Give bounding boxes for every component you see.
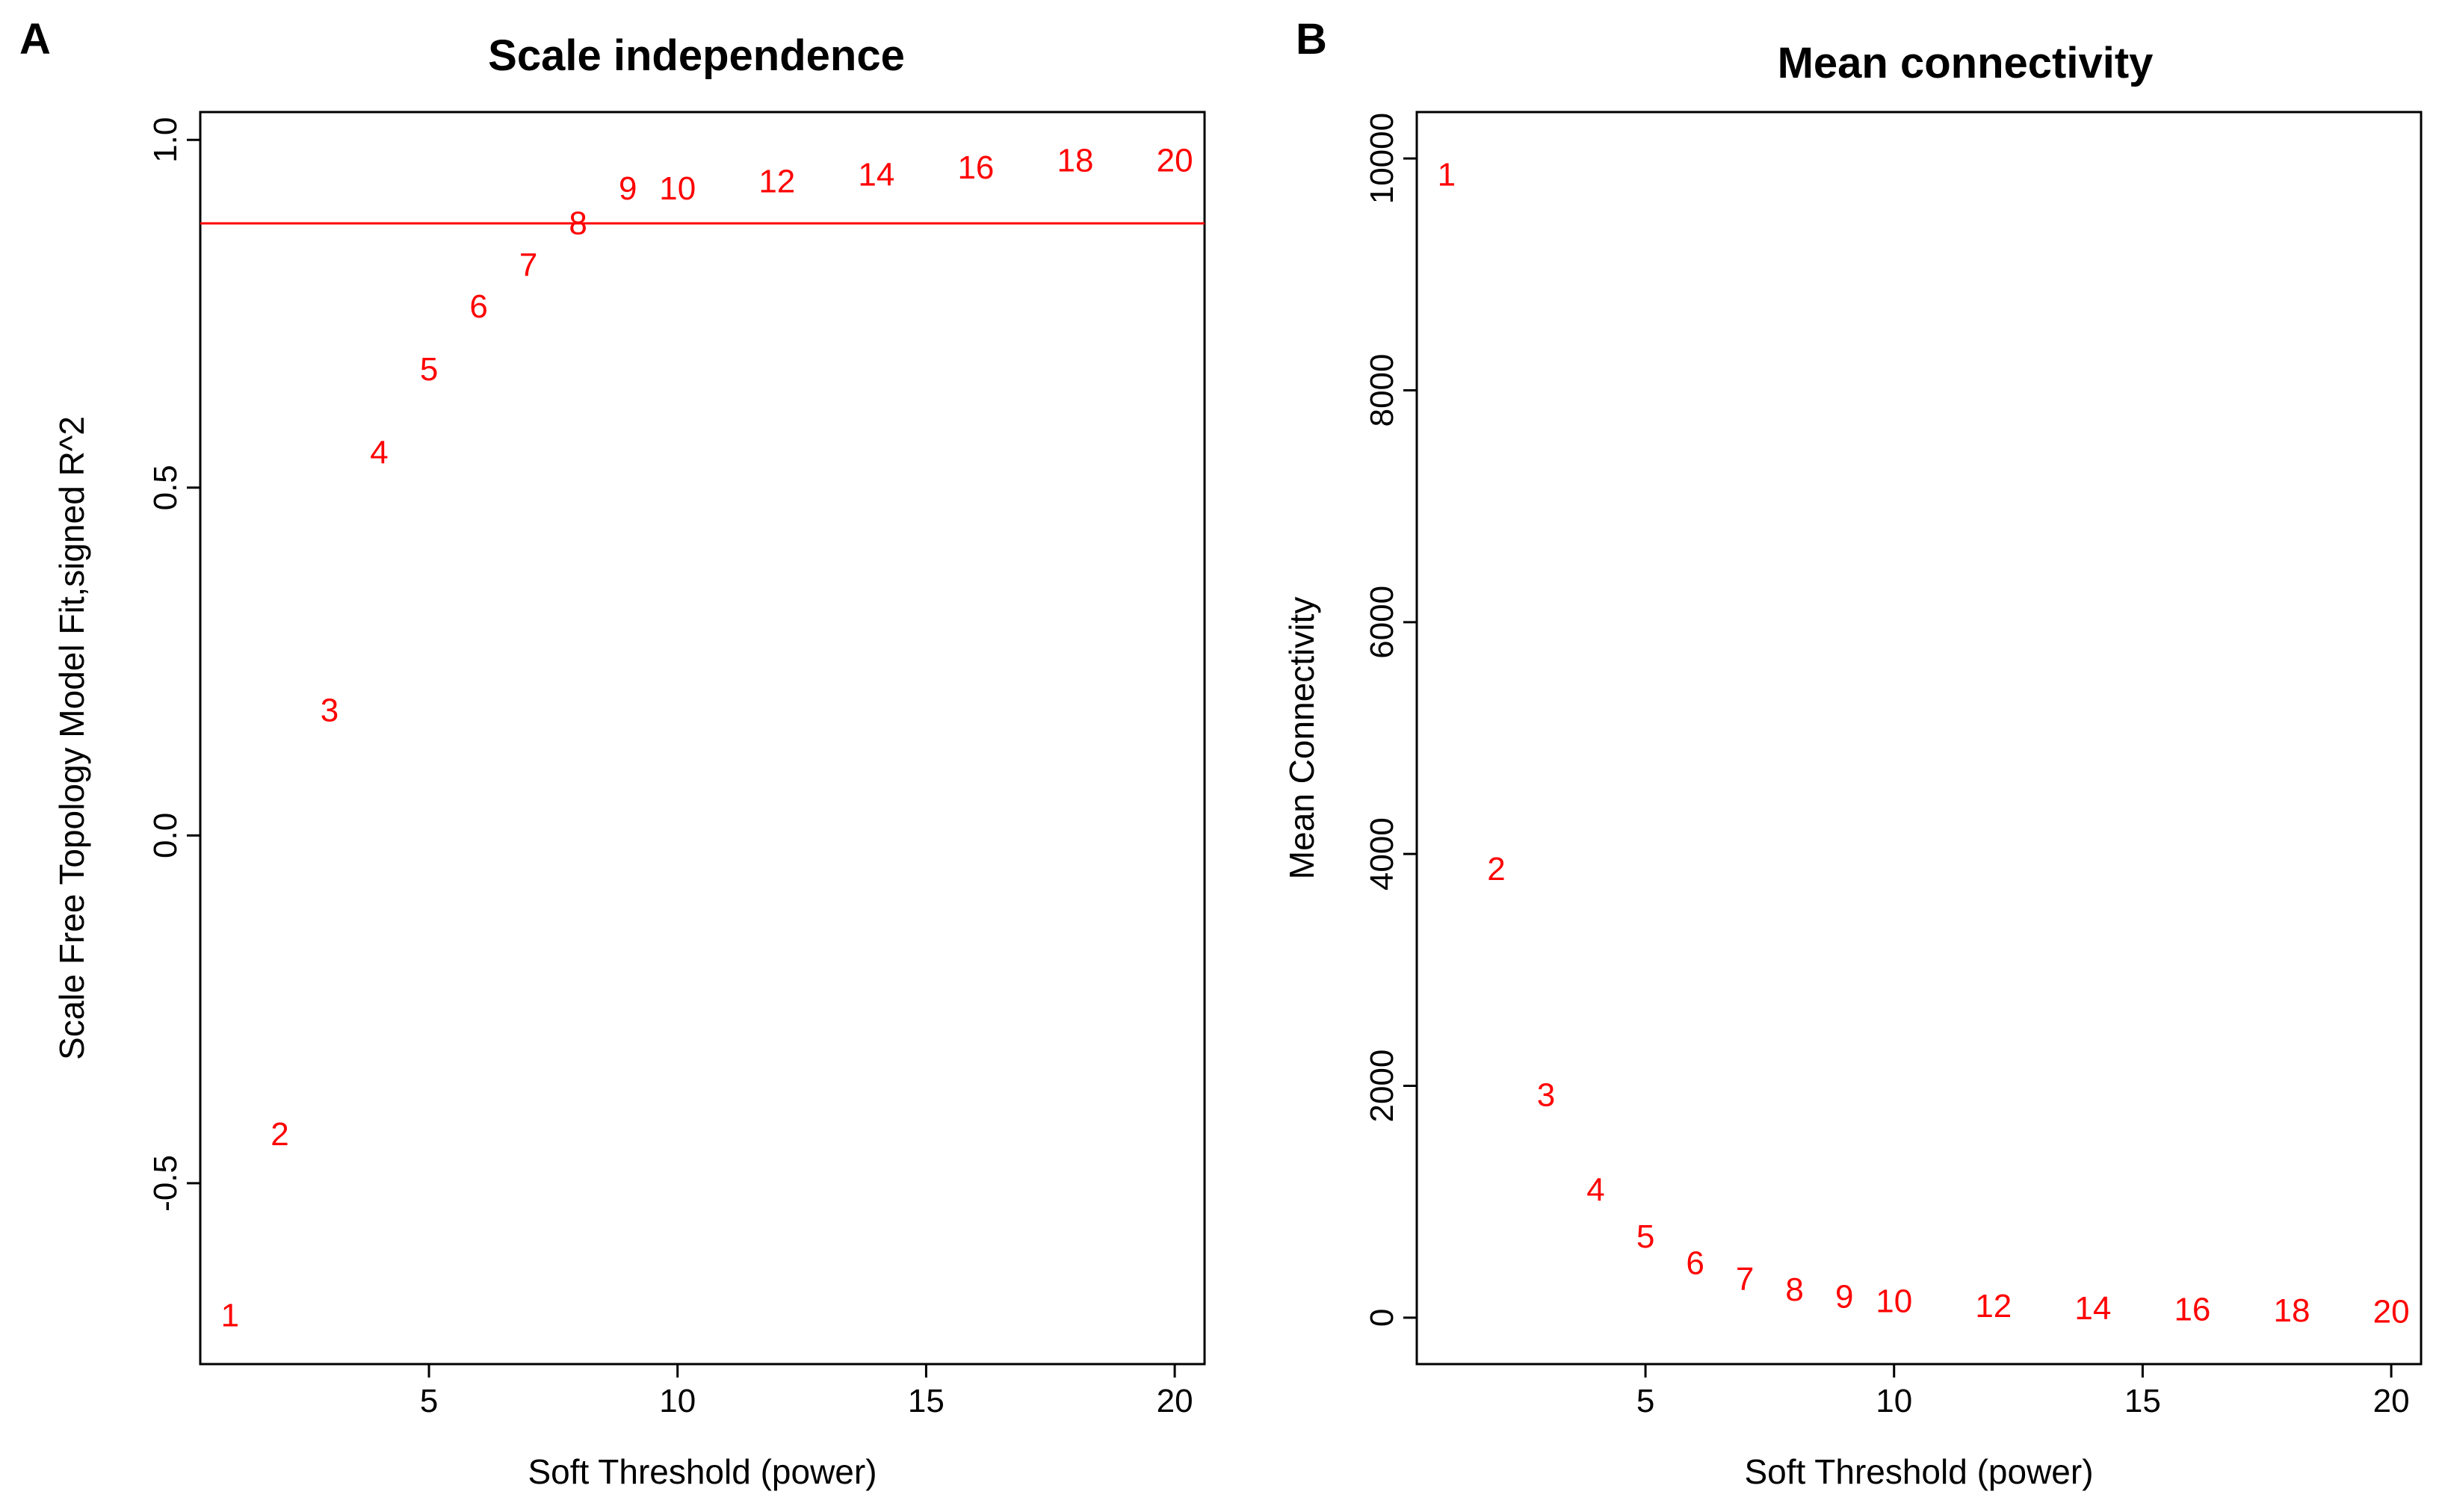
chart-title-a: Scale independence [488,31,905,80]
x-tick-label-b-15: 15 [2124,1383,2161,1419]
point-b-3: 3 [1537,1076,1555,1113]
point-a-10: 10 [659,170,696,207]
x-tick-label-b-10: 10 [1876,1383,1912,1419]
point-a-12: 12 [758,164,795,200]
x-axis-label-a: Soft Threshold (power) [528,1452,877,1491]
y-axis-b: 0 2000 4000 6000 8000 10000 [1364,113,1417,1327]
x-axis-b: 5 10 15 20 [1636,1364,2410,1419]
y-axis-label-a: Scale Free Topology Model Fit,signed R^2 [52,416,91,1060]
point-a-14: 14 [858,156,894,193]
point-b-18: 18 [2274,1292,2310,1329]
y-tick-label-b-0: 0 [1364,1309,1400,1327]
y-tick-label-a-1: 0.0 [147,813,184,858]
point-a-2: 2 [271,1116,288,1153]
y-tick-label-a-3: 1.0 [147,117,184,163]
point-b-12: 12 [1975,1288,2012,1324]
point-a-4: 4 [370,435,388,471]
point-b-10: 10 [1876,1283,1912,1320]
x-tick-label-b-5: 5 [1636,1383,1654,1419]
y-tick-label-b-4: 8000 [1364,353,1400,427]
panel-b: B Mean connectivity 5 10 15 20 020004000600… [1282,15,2423,1491]
point-a-8: 8 [569,205,587,241]
y-axis-label-b: Mean Connectivity [1282,597,1321,879]
x-tick-label-a-15: 15 [908,1383,945,1419]
point-a-7: 7 [519,247,537,283]
point-a-18: 18 [1057,143,1094,179]
point-a-16: 16 [957,149,994,186]
plot-frame-a [199,111,1206,1366]
point-a-1: 1 [221,1297,239,1333]
point-a-6: 6 [469,288,487,325]
point-b-6: 6 [1686,1245,1704,1281]
x-axis-label-b: Soft Threshold (power) [1744,1452,2093,1491]
panel-letter-b: B [1296,15,1327,63]
y-tick-label-a-0: -0.5 [147,1155,184,1212]
y-tick-label-b-3: 6000 [1364,586,1400,659]
point-b-5: 5 [1636,1218,1654,1255]
x-tick-label-b-20: 20 [2373,1383,2410,1419]
point-b-14: 14 [2074,1290,2111,1327]
y-tick-label-b-1: 2000 [1364,1050,1400,1123]
point-b-1: 1 [1438,156,1456,193]
y-tick-label-b-5: 10000 [1364,113,1400,204]
point-b-16: 16 [2174,1292,2210,1328]
y-tick-label-a-2: 0.5 [147,465,184,510]
point-b-2: 2 [1487,851,1505,887]
x-tick-label-a-5: 5 [420,1383,438,1419]
panel-a: A Scale independence 5 10 15 20 -0.50.00.51… [19,15,1206,1491]
x-tick-label-a-20: 20 [1157,1383,1193,1419]
x-axis-a: 5 10 15 20 [420,1364,1193,1419]
point-a-5: 5 [420,351,438,388]
point-a-3: 3 [321,692,339,728]
y-axis-a: -0.5 0.0 0.5 1.0 [147,117,200,1212]
panel-letter-a: A [19,15,51,63]
chart-title-b: Mean connectivity [1778,39,2154,87]
point-b-9: 9 [1835,1278,1853,1315]
point-b-4: 4 [1586,1172,1604,1209]
point-b-8: 8 [1785,1271,1803,1308]
point-a-20: 20 [1157,143,1193,179]
plot-frame-b [1415,111,2423,1366]
y-tick-label-b-2: 4000 [1364,817,1400,890]
point-a-9: 9 [619,170,637,207]
point-b-7: 7 [1736,1261,1754,1298]
point-b-20: 20 [2373,1294,2410,1330]
x-tick-label-a-10: 10 [659,1383,696,1419]
